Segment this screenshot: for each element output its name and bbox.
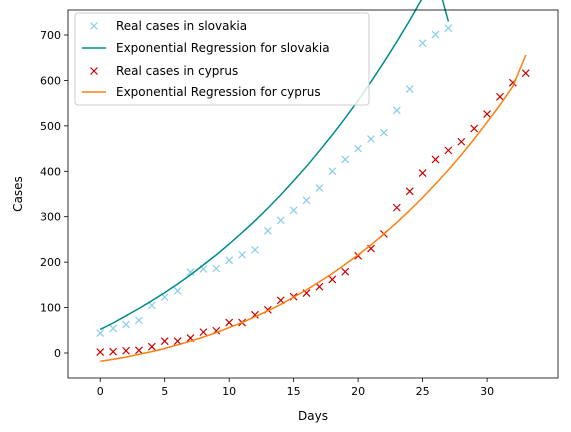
legend-marker-x-icon [90,67,98,75]
data-point [251,245,259,254]
data-point [354,144,363,153]
x-tick-label: 20 [351,385,365,398]
data-point [341,155,350,164]
data-point [122,346,130,355]
data-point [225,256,234,265]
plot-frame [67,9,559,379]
data-point [328,167,337,176]
x-tick-label: 25 [416,385,430,398]
data-point [96,329,105,337]
data-point [483,110,492,118]
data-point [379,128,388,137]
y-tick-label: 300 [40,211,61,224]
legend-entry-slovakia-cases: Real cases in slovakia [90,19,247,33]
data-point [199,328,208,337]
legend-label: Exponential Regression for slovakia [116,41,330,55]
data-point [147,342,156,351]
x-tick-label: 10 [222,385,236,398]
x-axis-label: Days [298,409,328,423]
data-point [122,320,130,329]
data-point [160,337,169,346]
x-tick-label: 5 [161,385,168,398]
data-point [418,169,427,178]
legend: Real cases in slovakia Exponential Regre… [74,12,370,106]
data-point [212,264,221,273]
legend-marker-x-icon [90,22,98,30]
legend-x-mark [90,22,98,30]
data-point [315,282,324,291]
data-point [186,268,195,277]
data-point [328,275,337,284]
data-point [96,348,105,357]
data-point [431,155,440,164]
data-point [521,69,530,78]
legend-box [74,12,370,106]
data-point [109,347,118,356]
data-point [457,137,466,146]
data-point [431,30,440,39]
legend-label: Exponential Regression for cyprus [116,85,321,99]
data-point [444,24,453,33]
data-point [276,216,285,225]
legend-entry-slovakia-regression: Exponential Regression for slovakia [82,41,330,55]
y-tick-label: 200 [40,256,61,269]
data-point [109,324,118,333]
data-point [238,250,247,259]
data-point [405,85,414,93]
data-point [134,316,143,325]
data-point [225,318,234,327]
data-point [173,286,182,295]
x-tick-label: 0 [97,385,104,398]
legend-entry-cyprus-cases: Real cases in cyprus [90,64,238,78]
data-point [392,106,401,115]
y-tick-label: 500 [40,120,61,133]
data-point [263,226,272,235]
x-tick-label: 30 [480,385,494,398]
data-point [134,346,143,355]
data-point [392,203,401,212]
legend-entry-cyprus-regression: Exponential Regression for cyprus [82,85,321,99]
series-1 [99,0,450,331]
series-layer [96,0,530,362]
y-axis: 0 100 200 300 400 500 600 700 [40,29,68,360]
y-tick-label: 600 [40,74,61,87]
series-3 [100,54,527,362]
y-tick-label: 100 [40,302,61,315]
legend-x-mark [90,67,98,75]
legend-label: Real cases in slovakia [116,19,247,33]
data-point [315,184,324,193]
data-point [405,187,414,196]
legend-label: Real cases in cyprus [116,64,238,78]
data-point [302,196,311,205]
y-tick-label: 400 [40,165,61,178]
data-point [496,92,504,101]
x-tick-label: 15 [287,385,301,398]
data-point [418,39,427,48]
y-tick-label: 0 [54,347,61,360]
y-axis-label: Cases [11,176,25,212]
series-line [99,0,450,331]
x-axis: 0 5 10 15 20 25 30 [97,378,494,398]
y-tick-label: 700 [40,29,61,42]
data-point [367,135,375,143]
data-point [444,146,453,155]
data-point [341,267,350,276]
data-point [470,124,479,133]
series-line [100,54,527,362]
data-point [289,206,298,215]
